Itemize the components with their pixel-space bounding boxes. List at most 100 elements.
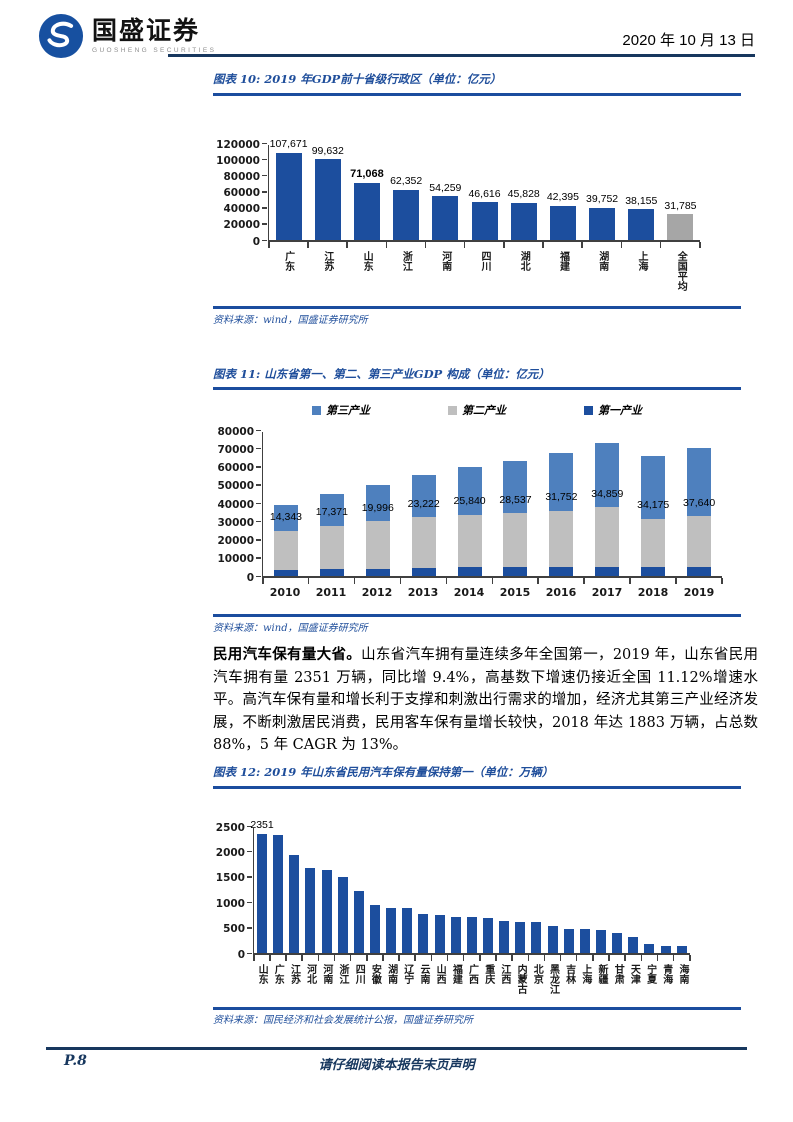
x-tick-mark	[583, 578, 585, 584]
bar-segment	[466, 917, 477, 953]
bar-slot	[367, 828, 383, 953]
legend-swatch-icon	[312, 405, 321, 415]
bar-slot: 46,616	[465, 145, 504, 240]
x-category-label: 2016	[538, 586, 584, 599]
bar-segment	[418, 913, 429, 953]
bar-slot	[561, 828, 577, 953]
footer-divider	[46, 1047, 747, 1050]
x-category-label: 山西	[431, 964, 447, 994]
bar-slot: 23,222	[401, 432, 447, 576]
x-category-label-text: 2010	[269, 586, 301, 599]
y-tick-label: 0	[246, 571, 254, 584]
x-category-label: 江西	[496, 964, 512, 994]
fig11-title-rule	[213, 387, 741, 390]
x-category-label: 上海	[621, 251, 660, 291]
footer-disclaimer: 请仔细阅读本报告末页声明	[318, 1058, 475, 1073]
x-category-label-text: 河南	[439, 251, 451, 271]
bar-segment	[503, 460, 528, 514]
x-tick-mark	[446, 955, 449, 961]
bar-value-label: 34,859	[591, 487, 624, 500]
y-tick-label: 20000	[217, 535, 254, 547]
bar-slot: 14,343	[263, 432, 309, 576]
x-tick-mark	[608, 955, 610, 961]
bar-segment	[547, 925, 558, 953]
x-category-label: 2019	[676, 586, 722, 599]
x-category-label-text: 广西	[466, 964, 478, 984]
bar-slot	[270, 828, 286, 953]
y-tick-label: 0	[237, 948, 245, 961]
y-tick-label: 20000	[223, 219, 260, 232]
x-tick-mark	[581, 242, 583, 248]
bar-slot	[432, 828, 448, 953]
bar-slot: 34,859	[584, 432, 630, 576]
x-category-label: 河北	[302, 964, 318, 994]
y-tick-label: 0	[252, 235, 260, 248]
y-tick-label: 60000	[223, 187, 260, 199]
bar-slot: 31,752	[538, 432, 584, 576]
x-tick-mark	[269, 955, 271, 961]
x-category-label-text: 2016	[545, 586, 577, 599]
x-axis-labels: 2010 2011 2012 2013 2014 2015 2016 2017 2018 2019	[262, 586, 722, 599]
bars-layer: 14,343 17,371 19,996 23,222 25,840 28,537 31,7…	[263, 432, 722, 576]
bar-value-label: 25,840	[453, 495, 486, 507]
x-category-label: 云南	[415, 964, 431, 994]
bar-slot: 2351	[250, 820, 274, 953]
bar-segment	[273, 834, 284, 953]
x-category-label-text: 浙江	[337, 964, 349, 984]
bar-slot: 62,352	[387, 145, 426, 240]
bar-slot: 31,785	[661, 145, 700, 240]
y-tick-mark	[256, 447, 261, 450]
y-tick-mark	[256, 520, 261, 523]
bar-segment	[595, 507, 620, 568]
fig10-source: 资料来源：wind，国盛证券研究所	[213, 315, 368, 326]
bar-segment	[503, 566, 528, 576]
x-category-label: 山东	[253, 964, 269, 994]
y-tick-mark	[256, 575, 261, 577]
x-category-label-text: 广东	[282, 251, 294, 271]
header-divider	[168, 54, 755, 57]
guosheng-logo-icon	[38, 13, 84, 59]
x-tick-mark	[503, 242, 505, 248]
plot-area: 2351	[247, 820, 691, 961]
x-category-label-text: 江苏	[321, 251, 333, 271]
bar-segment	[549, 452, 574, 511]
bar-segment	[411, 567, 436, 576]
bar-segment	[353, 182, 380, 240]
bar-segment	[319, 569, 344, 576]
bar-segment	[411, 517, 436, 568]
bar-value-label: 99,632	[311, 144, 344, 157]
bar-value-label: 107,671	[269, 138, 308, 151]
bar-segment	[531, 922, 542, 953]
bar-slot	[399, 828, 415, 953]
bar-segment	[612, 933, 623, 953]
x-category-label-text: 全国平均	[675, 251, 687, 291]
bar-segment	[641, 566, 666, 576]
bar-slot: 39,752	[583, 145, 622, 240]
bars-layer: 107,671 99,632 71,068 62,352 54,259 46,616 45,…	[269, 139, 700, 240]
bar-segment	[563, 928, 574, 953]
x-category-label: 重庆	[480, 964, 496, 994]
bar-value-label: 28,537	[499, 493, 532, 506]
x-category-label: 四川	[350, 964, 366, 994]
x-category-label-text: 宁夏	[644, 964, 656, 984]
bar-slot	[286, 828, 302, 953]
y-tick-label: 1500	[215, 872, 245, 885]
x-category-label-text: 2018	[637, 586, 669, 599]
x-category-label: 宁夏	[642, 964, 658, 994]
x-category-label-text: 湖北	[518, 251, 530, 271]
x-tick-mark	[366, 955, 368, 961]
fig11-stacked-bar-chart: 0 10000 20000 30000 40000 50000 60000 70000 8000…	[208, 426, 723, 599]
x-category-label: 2015	[492, 586, 538, 599]
x-tick-mark	[479, 955, 481, 961]
bar-segment	[450, 916, 461, 953]
bar-segment	[319, 493, 344, 526]
legend-item: 第一产业	[584, 402, 642, 418]
bar-slot	[302, 828, 318, 953]
x-category-label: 河南	[318, 964, 334, 994]
x-category-label: 上海	[577, 964, 593, 994]
x-category-label-text: 四川	[478, 251, 490, 271]
bar-segment	[483, 918, 494, 953]
y-axis: 0 500 1000 1500 2000 2500	[199, 822, 253, 959]
bar-slot: 37,640	[676, 432, 722, 576]
